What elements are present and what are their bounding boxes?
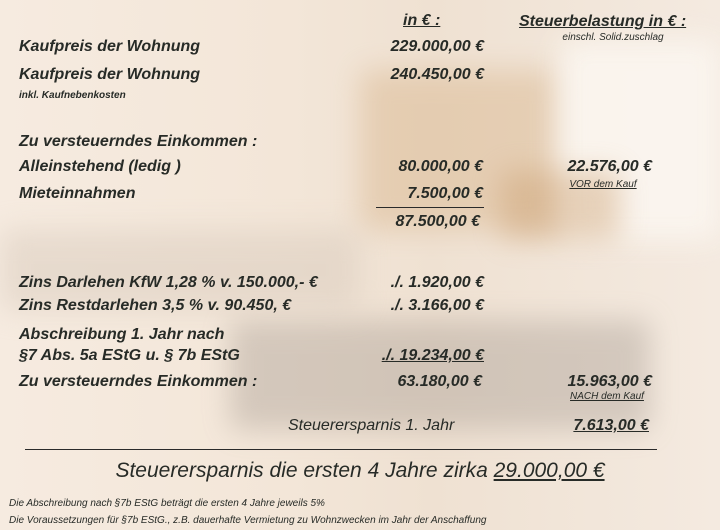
value-afa: ./. 19.234,00 € bbox=[381, 347, 484, 364]
value-zve: 63.180,00 € bbox=[397, 373, 482, 390]
label-zve: Zu versteuerndes Einkommen : bbox=[19, 373, 258, 390]
section-title: Zu versteuerndes Einkommen : bbox=[19, 133, 258, 150]
sum-divider bbox=[376, 207, 484, 208]
label-zins-rest: Zins Restdarlehen 3,5 % v. 90.450, € bbox=[19, 297, 292, 314]
label-afa-2: §7 Abs. 5a EStG u. § 7b EStG bbox=[19, 347, 240, 364]
tax-before-note: VOR dem Kauf bbox=[569, 179, 637, 190]
label-afa-1: Abschreibung 1. Jahr nach bbox=[19, 326, 225, 343]
value-zins-kfw: ./. 1.920,00 € bbox=[390, 274, 484, 291]
footnote-1: Die Abschreibung nach §7b EStG beträgt d… bbox=[9, 498, 325, 509]
label-kaufpreis-nk: Kaufpreis der Wohnung bbox=[19, 66, 201, 83]
label-ersparnis-1: Steuerersparnis 1. Jahr bbox=[288, 417, 455, 434]
summary-line: Steuerersparnis die ersten 4 Jahre zirka… bbox=[0, 459, 720, 483]
summary-text: Steuerersparnis die ersten 4 Jahre zirka bbox=[115, 459, 494, 482]
label-zins-kfw: Zins Darlehen KfW 1,28 % v. 150.000,- € bbox=[19, 274, 318, 291]
value-miete: 7.500,00 € bbox=[407, 185, 483, 202]
label-kaufpreis: Kaufpreis der Wohnung bbox=[19, 38, 201, 55]
value-kaufpreis: 229.000,00 € bbox=[390, 38, 484, 55]
footnote-2: Die Voraussetzungen für §7b EStG., z.B. … bbox=[9, 515, 487, 526]
tax-before: 22.576,00 € bbox=[567, 158, 652, 175]
label-ledig: Alleinstehend (ledig ) bbox=[19, 158, 181, 175]
value-ersparnis-1: 7.613,00 € bbox=[573, 417, 649, 434]
tax-after-note: NACH dem Kauf bbox=[570, 391, 644, 402]
summary-value: 29.000,00 € bbox=[493, 459, 605, 482]
value-ledig: 80.000,00 € bbox=[398, 158, 483, 175]
header-tax: Steuerbelastung in € : bbox=[519, 13, 687, 30]
header-tax-note: einschl. Solid.zuschlag bbox=[562, 32, 664, 43]
value-zins-rest: ./. 3.166,00 € bbox=[390, 297, 484, 314]
note-kaufnebenkosten: inkl. Kaufnebenkosten bbox=[19, 90, 126, 101]
header-amount: in € : bbox=[403, 12, 441, 29]
label-miete: Mieteinnahmen bbox=[19, 185, 136, 202]
summary-divider bbox=[25, 449, 657, 450]
tax-after: 15.963,00 € bbox=[567, 373, 652, 390]
value-kaufpreis-nk: 240.450,00 € bbox=[390, 66, 484, 83]
value-sum: 87.500,00 € bbox=[395, 213, 480, 230]
